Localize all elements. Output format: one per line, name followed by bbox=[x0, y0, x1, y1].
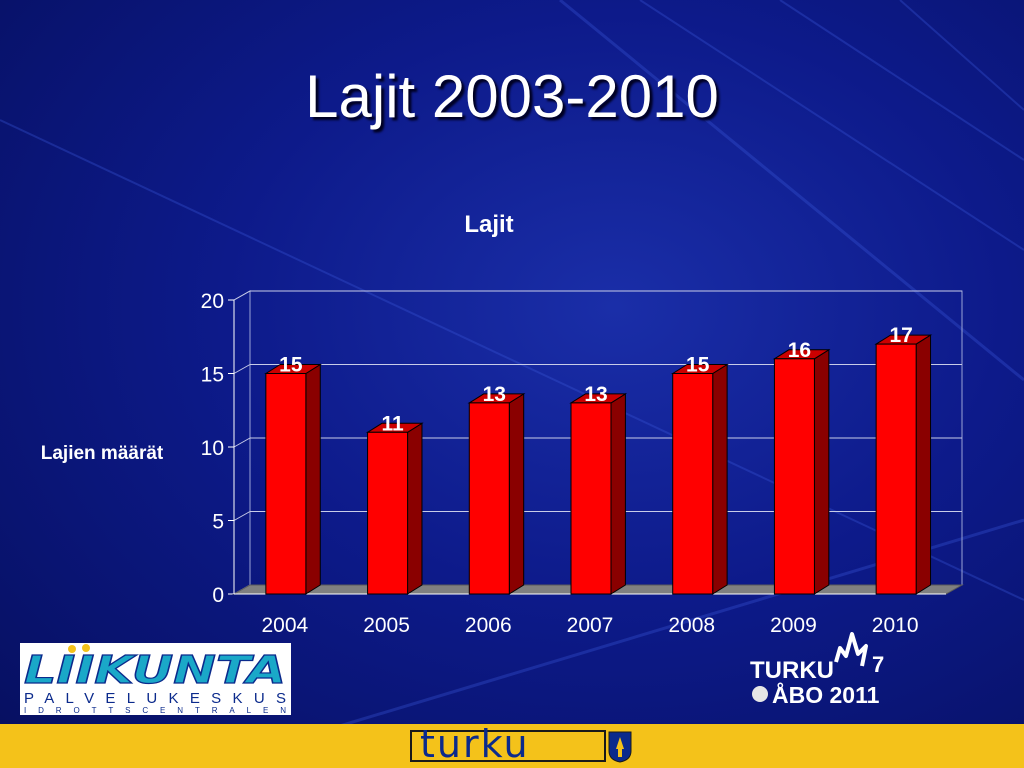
chart-title: Lajit bbox=[464, 211, 513, 238]
bar-side bbox=[813, 348, 830, 595]
liikunta-logo-subtitle: PALVELUKESKUS bbox=[24, 690, 286, 707]
bar-value-label: 15 bbox=[686, 354, 710, 377]
y-tick-label: 0 bbox=[212, 584, 224, 607]
x-tick-label: 2010 bbox=[872, 614, 919, 637]
bar-side bbox=[712, 363, 728, 595]
turku-2011-line2: ÅBO 2011 bbox=[772, 681, 880, 708]
x-tick-label: 2008 bbox=[668, 614, 715, 637]
turku-crest-icon bbox=[608, 731, 632, 763]
bar-value-label: 13 bbox=[584, 383, 607, 406]
bar bbox=[672, 373, 714, 595]
turku-brand-wordmark: turku bbox=[420, 722, 530, 766]
bar bbox=[875, 343, 917, 595]
liikunta-logo-subtitle-sv: IDROTTSCENTRALEN bbox=[24, 706, 286, 715]
turku-2011-logo: 7 TURKU ÅBO 2011 bbox=[750, 632, 884, 708]
crown-icon bbox=[834, 632, 868, 667]
y-tick-label: 15 bbox=[201, 364, 224, 387]
turku-2011-number: 7 bbox=[872, 652, 884, 677]
bar bbox=[468, 402, 510, 595]
bar-value-label: 11 bbox=[381, 412, 404, 435]
bar-side bbox=[305, 363, 321, 595]
bar bbox=[367, 431, 409, 595]
liikunta-logo: LIIKUNTA PALVELUKESKUS IDROTTSCENTRALEN bbox=[20, 643, 291, 715]
y-axis-label: Lajien määrät bbox=[41, 443, 164, 464]
y-tick-label: 20 bbox=[201, 290, 224, 313]
y-tick-label: 5 bbox=[212, 511, 224, 534]
bar bbox=[265, 373, 307, 595]
bar bbox=[773, 358, 815, 595]
liikunta-logo-wordmark: LIIKUNTA bbox=[24, 648, 286, 692]
chart-plot-area: 0 5 10 15 20 15 2004 11 2005 13 2006 13 2007 15 2008 16… bbox=[201, 290, 964, 637]
x-tick-label: 2007 bbox=[567, 614, 614, 637]
bar-value-label: 17 bbox=[889, 324, 912, 347]
bar-side bbox=[915, 334, 932, 595]
bar-value-label: 16 bbox=[788, 339, 811, 362]
bar bbox=[570, 402, 612, 595]
y-tick-label: 10 bbox=[201, 437, 224, 460]
x-tick-label: 2005 bbox=[363, 614, 410, 637]
bar-value-label: 13 bbox=[483, 383, 506, 406]
bar-side bbox=[610, 392, 626, 595]
turku-2011-line1: TURKU bbox=[750, 657, 834, 684]
gridline-depth bbox=[233, 290, 251, 301]
x-tick-label: 2009 bbox=[770, 614, 817, 637]
slide-title: Lajit 2003-2010 bbox=[305, 63, 719, 130]
x-tick-label: 2004 bbox=[261, 614, 308, 637]
turku-brand-box bbox=[410, 730, 606, 762]
gridline-depth bbox=[233, 364, 251, 374]
bar-value-label: 15 bbox=[279, 354, 303, 377]
x-tick-label: 2006 bbox=[465, 614, 512, 637]
footer-bar: turku bbox=[0, 722, 1024, 768]
bar-side bbox=[508, 392, 525, 595]
gridline-depth bbox=[233, 437, 251, 448]
bar-side bbox=[407, 422, 423, 595]
gridline-depth bbox=[233, 511, 251, 521]
